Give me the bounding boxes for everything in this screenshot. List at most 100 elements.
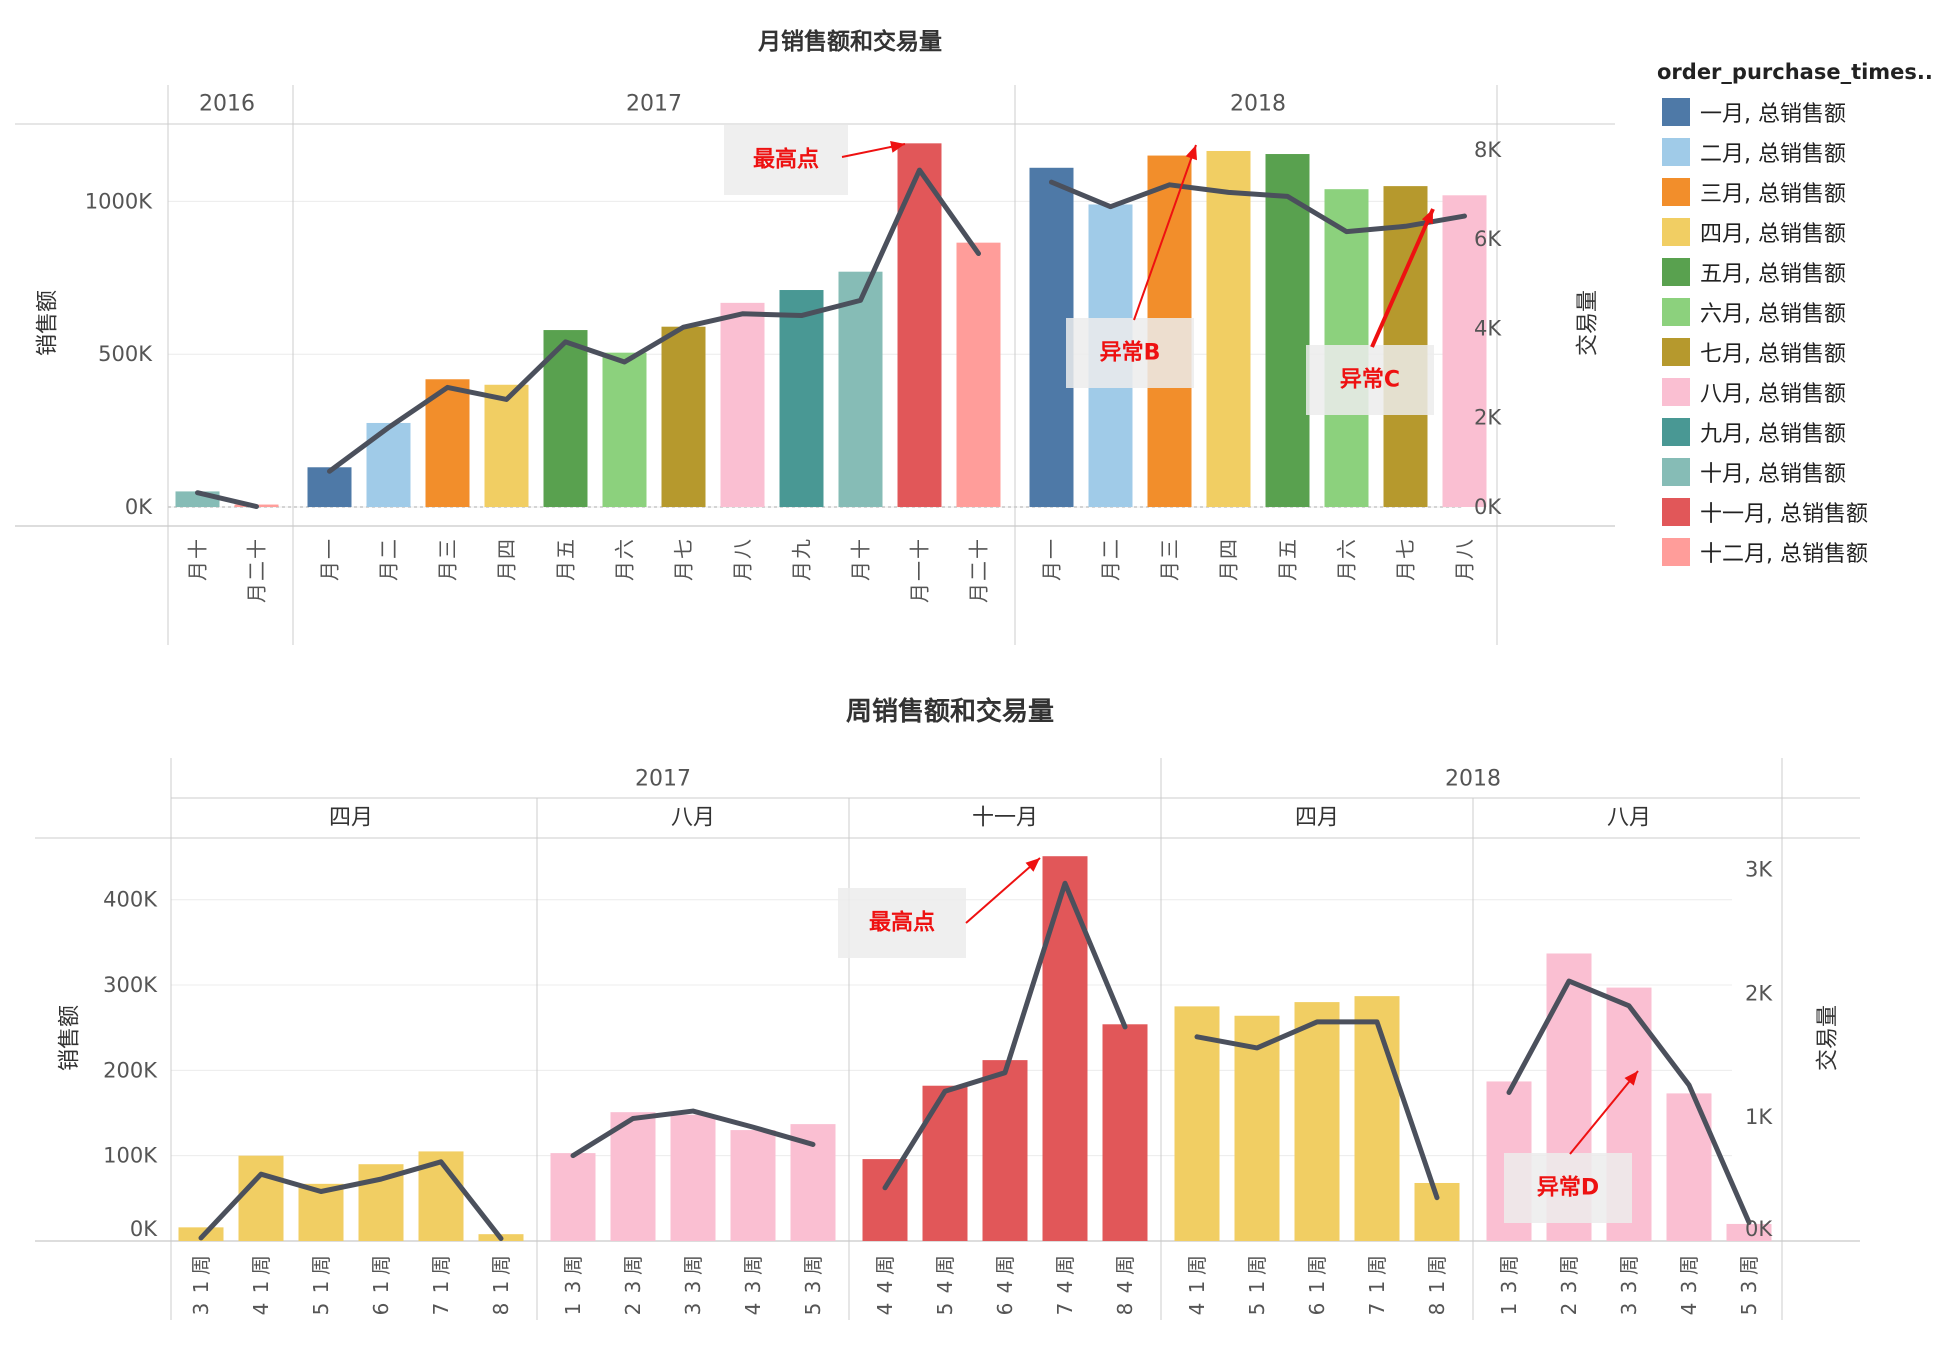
legend-item[interactable]: 十一月, 总销售额 — [1648, 492, 1940, 532]
x-tick-label: 月 — [967, 583, 991, 603]
legend-item[interactable]: 二月, 总销售额 — [1648, 132, 1940, 172]
x-tick-label: 周 — [801, 1255, 825, 1275]
bar — [1102, 1024, 1148, 1241]
x-tick-label: 周 — [489, 1255, 513, 1275]
legend-label: 四月, 总销售额 — [1700, 222, 1846, 247]
x-tick-label: 十 — [908, 539, 932, 559]
x-tick-label: 一 — [1040, 539, 1064, 559]
x-tick-label: 1 — [1305, 1281, 1329, 1294]
x-tick-label: 周 — [741, 1255, 765, 1275]
x-tick-label: 月 — [672, 561, 696, 581]
x-tick-label: 4 — [873, 1281, 897, 1294]
x-tick-label: 四 — [495, 539, 519, 559]
orders-line — [195, 490, 259, 510]
x-tick-label: 二 — [377, 539, 401, 559]
y2-tick-label: 1K — [1745, 1105, 1773, 1129]
x-tick-label: 八 — [1453, 539, 1477, 559]
bar — [484, 384, 529, 507]
month-header: 八月 — [671, 806, 715, 831]
bar — [1354, 996, 1400, 1241]
legend-item[interactable]: 六月, 总销售额 — [1648, 292, 1940, 332]
legend-label: 二月, 总销售额 — [1700, 142, 1846, 167]
x-tick-label: 4 — [1053, 1281, 1077, 1294]
legend-swatch — [1662, 498, 1690, 526]
x-tick-label: 周 — [1113, 1255, 1137, 1275]
x-tick-label: 8 — [489, 1303, 513, 1316]
x-tick-label: 1 — [249, 1281, 273, 1294]
legend: order_purchase_times.. 一月, 总销售额二月, 总销售额三… — [1648, 60, 1940, 572]
x-tick-label: 3 — [1617, 1281, 1641, 1294]
x-tick-label: 4 — [993, 1281, 1017, 1294]
annotation-arrow-head — [1624, 1071, 1638, 1086]
annotation-arrow-head — [890, 140, 905, 153]
x-tick-label: 九 — [790, 539, 814, 559]
legend-item[interactable]: 三月, 总销售额 — [1648, 172, 1940, 212]
x-tick-label: 4 — [1113, 1281, 1137, 1294]
x-tick-label: 周 — [429, 1255, 453, 1275]
legend-item[interactable]: 十二月, 总销售额 — [1648, 532, 1940, 572]
y-tick-label: 500K — [98, 342, 153, 366]
x-tick-label: 8 — [1113, 1303, 1137, 1316]
x-tick-label: 六 — [1335, 539, 1359, 559]
x-tick-label: 五 — [554, 539, 578, 559]
bar — [1042, 856, 1088, 1241]
legend-title: order_purchase_times.. — [1657, 60, 1933, 84]
bar — [610, 1112, 656, 1241]
legend-item[interactable]: 四月, 总销售额 — [1648, 212, 1940, 252]
bar — [425, 379, 470, 507]
x-tick-label: 周 — [621, 1255, 645, 1275]
x-tick-label: 8 — [1425, 1303, 1449, 1316]
bar — [922, 1085, 968, 1241]
x-tick-label: 周 — [561, 1255, 585, 1275]
x-tick-label: 月 — [1453, 561, 1477, 581]
x-tick-label: 周 — [1737, 1255, 1761, 1275]
x-tick-label: 3 — [741, 1281, 765, 1294]
x-tick-label: 月 — [318, 561, 342, 581]
x-tick-label: 周 — [873, 1255, 897, 1275]
orders-line — [198, 1159, 504, 1242]
x-tick-label: 6 — [1305, 1303, 1329, 1316]
annotation-d-box — [1504, 1153, 1632, 1223]
x-tick-label: 周 — [1557, 1255, 1581, 1275]
legend-item[interactable]: 一月, 总销售额 — [1648, 92, 1940, 132]
x-tick-label: 1 — [1425, 1281, 1449, 1294]
bar — [897, 143, 942, 507]
year-header: 2018 — [1230, 92, 1286, 117]
x-tick-label: 4 — [741, 1303, 765, 1316]
x-tick-label: 3 — [1617, 1303, 1641, 1316]
y2-axis-title: 交易量 — [1576, 290, 1601, 356]
annotation-peak: 最高点 — [869, 910, 935, 936]
y-tick-label: 100K — [103, 1144, 158, 1168]
legend-item[interactable]: 八月, 总销售额 — [1648, 372, 1940, 412]
x-tick-label: 二 — [1099, 539, 1123, 559]
legend-swatch — [1662, 458, 1690, 486]
x-tick-label: 3 — [681, 1303, 705, 1316]
x-tick-label: 1 — [489, 1281, 513, 1294]
x-tick-label: 周 — [1425, 1255, 1449, 1275]
y2-tick-label: 2K — [1745, 981, 1773, 1005]
x-tick-label: 五 — [1276, 539, 1300, 559]
x-tick-label: 5 — [1245, 1303, 1269, 1316]
chart-title: 周销售额和交易量 — [846, 696, 1054, 727]
bar — [779, 290, 824, 507]
x-tick-label: 十 — [849, 539, 873, 559]
legend-item[interactable]: 五月, 总销售额 — [1648, 252, 1940, 292]
x-tick-label: 月 — [1276, 561, 1300, 581]
x-tick-label: 月 — [377, 561, 401, 581]
bar — [720, 302, 765, 507]
legend-swatch — [1662, 218, 1690, 246]
legend-item[interactable]: 九月, 总销售额 — [1648, 412, 1940, 452]
x-tick-label: 1 — [1497, 1303, 1521, 1316]
y2-tick-label: 2K — [1474, 406, 1502, 430]
legend-item[interactable]: 十月, 总销售额 — [1648, 452, 1940, 492]
x-tick-label: 3 — [621, 1281, 645, 1294]
legend-item[interactable]: 七月, 总销售额 — [1648, 332, 1940, 372]
x-tick-label: 1 — [369, 1281, 393, 1294]
x-tick-label: 周 — [249, 1255, 273, 1275]
x-tick-label: 周 — [933, 1255, 957, 1275]
x-tick-label: 月 — [1099, 561, 1123, 581]
x-tick-label: 周 — [1305, 1255, 1329, 1275]
legend-label: 六月, 总销售额 — [1700, 302, 1846, 327]
annotation-c: 异常C — [1340, 367, 1400, 393]
y2-tick-label: 0K — [1745, 1217, 1773, 1241]
